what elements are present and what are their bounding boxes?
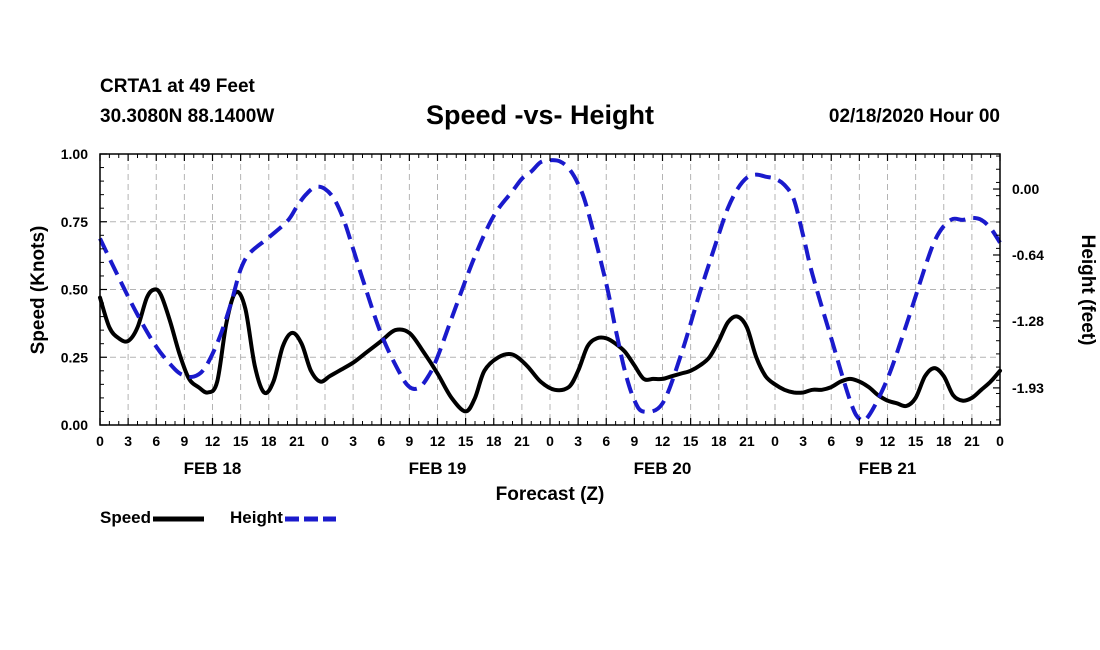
series-height-line — [98, 158, 1002, 423]
x-tick-label: 15 — [908, 433, 924, 449]
x-tick-label: 6 — [602, 433, 610, 449]
day-label: FEB 21 — [859, 459, 917, 478]
x-tick-label: 9 — [855, 433, 863, 449]
x-tick-label: 12 — [655, 433, 671, 449]
x-tick-label: 0 — [771, 433, 779, 449]
station-label: CRTA1 at 49 Feet — [100, 76, 255, 97]
legend-height-label: Height — [230, 508, 283, 527]
legend-speed: Speed — [100, 508, 206, 528]
day-label: FEB 20 — [634, 459, 692, 478]
x-tick-label: 18 — [711, 433, 727, 449]
y-tick-label: 0.00 — [61, 417, 88, 433]
x-tick-label: 21 — [289, 433, 305, 449]
day-label: FEB 19 — [409, 459, 467, 478]
x-tick-label: 6 — [377, 433, 385, 449]
series-layer — [98, 158, 1002, 423]
x-axis-label: Forecast (Z) — [496, 484, 605, 505]
x-tick-label: 21 — [739, 433, 755, 449]
y-tick-label: 0.50 — [61, 282, 88, 298]
legend-height: Height — [230, 508, 338, 528]
x-tick-label: 21 — [514, 433, 530, 449]
x-tick-label: 3 — [349, 433, 357, 449]
y-tick-label: 0.75 — [61, 214, 88, 230]
x-tick-label: 9 — [405, 433, 413, 449]
x-tick-label: 0 — [546, 433, 554, 449]
x-tick-label: 15 — [233, 433, 249, 449]
x-tick-label: 21 — [964, 433, 980, 449]
forecast-datetime: 02/18/2020 Hour 00 — [828, 106, 1000, 127]
y-axis-label-left: Speed (Knots) — [28, 226, 49, 355]
x-tick-label: 6 — [827, 433, 835, 449]
x-tick-label: 12 — [880, 433, 896, 449]
chart-title: Speed -vs- Height — [426, 100, 655, 130]
x-tick-label: 9 — [630, 433, 638, 449]
axes: 0 3 6 9 12 15 18 21 0 3 6 9 12 15 18 21 0 3 6 9 12 15 18 21 0 3 6 9… — [61, 146, 1044, 478]
day-label: FEB 18 — [184, 459, 242, 478]
y-tick-label: 0.25 — [61, 349, 88, 365]
x-tick-label: 9 — [180, 433, 188, 449]
x-tick-label: 18 — [486, 433, 502, 449]
x-tick-label: 15 — [683, 433, 699, 449]
x-tick-label: 12 — [205, 433, 221, 449]
x-tick-label: 18 — [261, 433, 277, 449]
x-tick-label: 0 — [996, 433, 1004, 449]
legend-speed-swatch — [153, 516, 205, 522]
x-tick-label: 0 — [321, 433, 329, 449]
y2-tick-label: -1.93 — [1012, 380, 1044, 396]
x-tick-label: 15 — [458, 433, 474, 449]
coordinates-label: 30.3080N 88.1400W — [100, 106, 275, 127]
legend-height-swatch — [284, 516, 336, 522]
x-tick-label: 3 — [799, 433, 807, 449]
x-tick-label: 0 — [96, 433, 104, 449]
y-tick-label: 1.00 — [61, 146, 88, 162]
y-axis-label-right: Height (feet) — [1077, 235, 1098, 346]
y2-tick-label: -0.64 — [1012, 247, 1044, 263]
x-tick-label: 6 — [152, 433, 160, 449]
x-tick-label: 3 — [574, 433, 582, 449]
x-tick-label: 12 — [430, 433, 446, 449]
y2-tick-label: -1.28 — [1012, 313, 1044, 329]
legend-speed-label: Speed — [100, 508, 152, 527]
x-tick-label: 18 — [936, 433, 952, 449]
y2-tick-label: 0.00 — [1012, 181, 1039, 197]
x-tick-label: 3 — [124, 433, 132, 449]
